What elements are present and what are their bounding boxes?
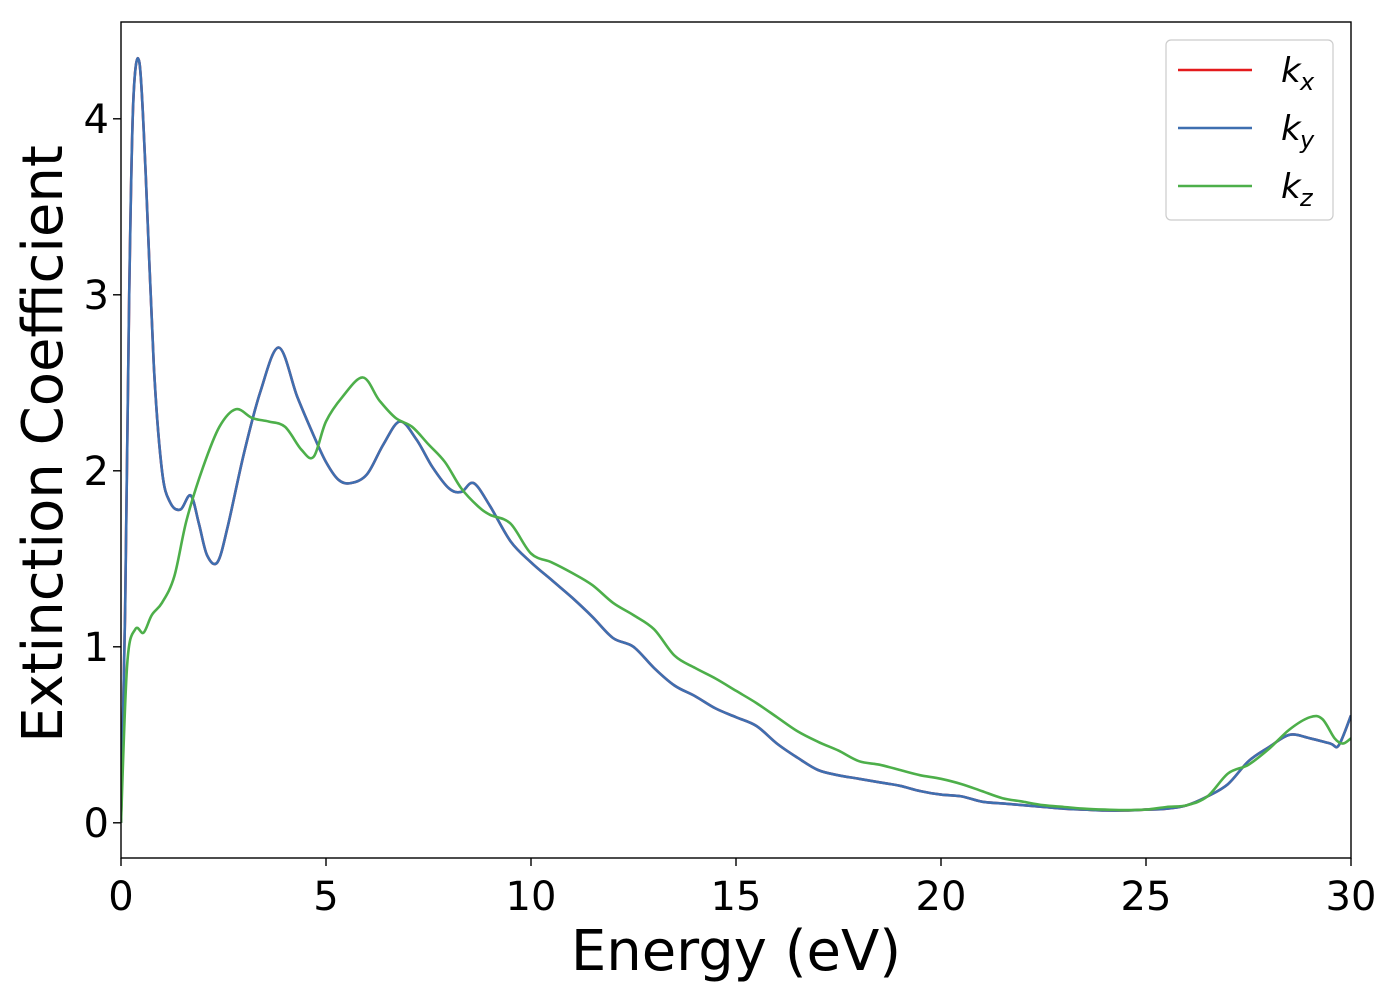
x-tick-label: 25 — [1121, 874, 1172, 920]
x-tick-label: 10 — [506, 874, 557, 920]
plot-frame — [120, 21, 1352, 859]
y-tick-label: 0 — [84, 801, 109, 847]
legend-label-base: k — [1281, 167, 1302, 207]
y-tick-label: 2 — [84, 449, 109, 495]
ticks-layer: 0 5 10 15 20 25 30 0 1 2 3 4 — [84, 97, 1377, 920]
legend-label-base: k — [1281, 51, 1302, 91]
legend-label-base: k — [1281, 109, 1302, 149]
x-tick-label: 15 — [711, 874, 762, 920]
series-line-kz — [121, 376, 1351, 823]
x-tick-label: 30 — [1326, 874, 1377, 920]
x-axis-title: Energy (eV) — [571, 919, 901, 984]
legend: k xk yk z — [1165, 39, 1334, 221]
legend-box — [1165, 39, 1334, 221]
series-layer — [121, 56, 1351, 823]
y-axis-title: Extinction Coefficient — [11, 145, 76, 743]
y-tick-label: 3 — [84, 273, 109, 319]
legend-label-subscript: y — [1299, 126, 1315, 154]
legend-label-subscript: x — [1299, 68, 1315, 96]
x-tick-label: 0 — [108, 874, 133, 920]
legend-label-subscript: z — [1299, 184, 1314, 212]
y-tick-label: 4 — [84, 97, 109, 143]
x-tick-label: 20 — [916, 874, 967, 920]
x-tick-label: 5 — [313, 874, 338, 920]
y-tick-label: 1 — [84, 625, 109, 671]
